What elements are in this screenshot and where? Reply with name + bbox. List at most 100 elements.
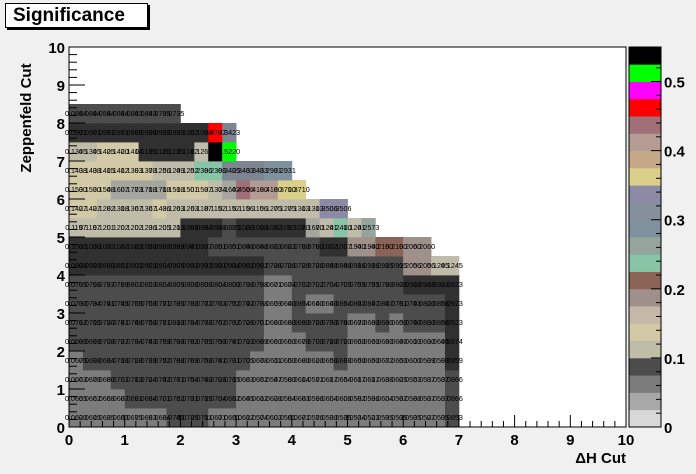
cell-value-label: 0.0720	[93, 318, 115, 327]
cell-value-label: 0.1236	[135, 223, 157, 232]
cell-value-label: 0.0561	[274, 413, 296, 422]
cell-value-label: 0.0727	[107, 337, 129, 346]
color-scale-segment	[629, 392, 661, 411]
cell-value-label: 0.0916	[357, 261, 379, 270]
heatmap-cell	[152, 332, 167, 352]
cell-value-label: 0.0640	[302, 299, 324, 308]
cell-value-label: 0.1205	[149, 223, 171, 232]
cell-value-label: 0.0743	[399, 299, 421, 308]
heatmap-cell	[138, 104, 153, 124]
heatmap-cell	[110, 123, 126, 143]
cell-value-label: 0.0726	[302, 261, 324, 270]
heatmap-cell	[208, 389, 223, 409]
cell-value-label: 0.0687	[107, 394, 129, 403]
cell-value-label: 0.0740	[330, 318, 352, 327]
heatmap-cell	[194, 370, 209, 390]
heatmap-cell	[250, 275, 265, 295]
heatmap-cell	[69, 104, 84, 124]
cell-value-label: 0.1098	[176, 223, 198, 232]
heatmap-cell	[305, 332, 321, 352]
cell-value-label: 0.1537	[190, 185, 212, 194]
cell-value-label: 0.1036	[65, 242, 87, 251]
heatmap-cell	[110, 256, 126, 276]
color-scale-label: 0.1	[664, 351, 685, 368]
heatmap-cell	[138, 199, 153, 219]
heatmap-cell	[444, 370, 460, 390]
color-scale-segment	[629, 98, 661, 117]
heatmap-cell	[110, 313, 126, 333]
heatmap-cell	[96, 123, 112, 143]
cell-value-label: 0.0866	[441, 394, 463, 403]
y-tick-label: 1	[57, 382, 65, 399]
heatmap-cell	[333, 389, 348, 409]
heatmap-cell	[291, 256, 307, 276]
heatmap-cell	[319, 218, 334, 238]
heatmap-cell	[417, 237, 432, 257]
cell-value-label: 0.0823	[274, 242, 296, 251]
cell-value-label: 0.0729	[288, 261, 310, 270]
heatmap-cell	[431, 389, 446, 409]
cell-value-label: 0.0806	[176, 280, 198, 289]
cell-value-label: 0.1152	[204, 204, 225, 213]
heatmap-cell	[431, 351, 446, 371]
heatmap-cell	[124, 199, 140, 219]
heatmap-cell	[194, 142, 209, 162]
x-tick-label: 7	[455, 432, 463, 449]
cell-value-label: 0.0935	[162, 128, 184, 137]
cell-value-label: 0.0755	[357, 280, 379, 289]
heatmap-cell	[263, 389, 279, 409]
cell-value-label: 0.0702	[302, 280, 324, 289]
chart-title: Significance	[5, 3, 148, 28]
cell-value-label: 0.0574	[246, 413, 268, 422]
cell-value-label: 0.0645	[427, 337, 449, 346]
cell-value-label: 0.0527	[413, 413, 435, 422]
cell-value-label: 0.0799	[107, 280, 129, 289]
heatmap-cell	[263, 218, 279, 238]
heatmap-cell	[69, 161, 84, 181]
heatmap-cell	[361, 408, 376, 428]
heatmap-cell	[291, 275, 307, 295]
heatmap-cell	[69, 123, 84, 143]
heatmap-cell	[152, 370, 167, 390]
cell-value-label: 0.0756	[135, 318, 157, 327]
x-axis-label: ΔH Cut	[575, 450, 626, 467]
cell-value-label: 0.3425	[218, 166, 240, 175]
cell-value-label: 0.0806	[190, 280, 212, 289]
heatmap-cell	[180, 218, 195, 238]
cell-value-label: 0.1156	[232, 204, 253, 213]
heatmap-cell	[138, 180, 153, 200]
heatmap-cell	[417, 408, 432, 428]
heatmap-cell	[444, 332, 460, 352]
heatmap-cell	[194, 351, 209, 371]
cell-value-label: 0.0805	[162, 280, 184, 289]
color-scale-label: 0.4	[664, 144, 686, 161]
cell-value-label: 0.0608	[330, 394, 352, 403]
cell-value-label: 0.0780	[288, 242, 310, 251]
heatmap-cell	[124, 161, 140, 181]
cell-value-label: 0.0864	[330, 299, 352, 308]
x-axis: 0 1 2 3 4 5 6 7 8 9 10	[65, 415, 634, 449]
heatmap-cell	[180, 313, 195, 333]
heatmap-cell	[277, 275, 293, 295]
heatmap-cell	[96, 256, 112, 276]
heatmap-cell	[138, 332, 153, 352]
heatmap-cell	[180, 237, 195, 257]
heatmap-cell	[250, 389, 265, 409]
heatmap-cell	[222, 275, 237, 295]
heatmap-cell	[361, 389, 376, 409]
heatmap-cell	[375, 275, 390, 295]
cell-value-label: 0.0594	[274, 394, 296, 403]
heatmap-cell	[166, 123, 181, 143]
heatmap-cell	[69, 294, 84, 314]
heatmap-cell	[166, 313, 181, 333]
cell-value-label: 0.0684	[149, 413, 171, 422]
cell-value-label: 0.1436	[149, 204, 171, 213]
heatmap-cell	[166, 161, 181, 181]
heatmap-cell	[194, 256, 209, 276]
heatmap-cell	[138, 351, 153, 371]
cell-value-label: 0.0675	[65, 356, 87, 365]
cell-value-label: 0.1940	[357, 242, 379, 251]
cell-value-label: 0.0690	[65, 337, 87, 346]
cell-value-label: 0.1345	[65, 147, 87, 156]
cell-value-label: 0.0580	[274, 375, 296, 384]
